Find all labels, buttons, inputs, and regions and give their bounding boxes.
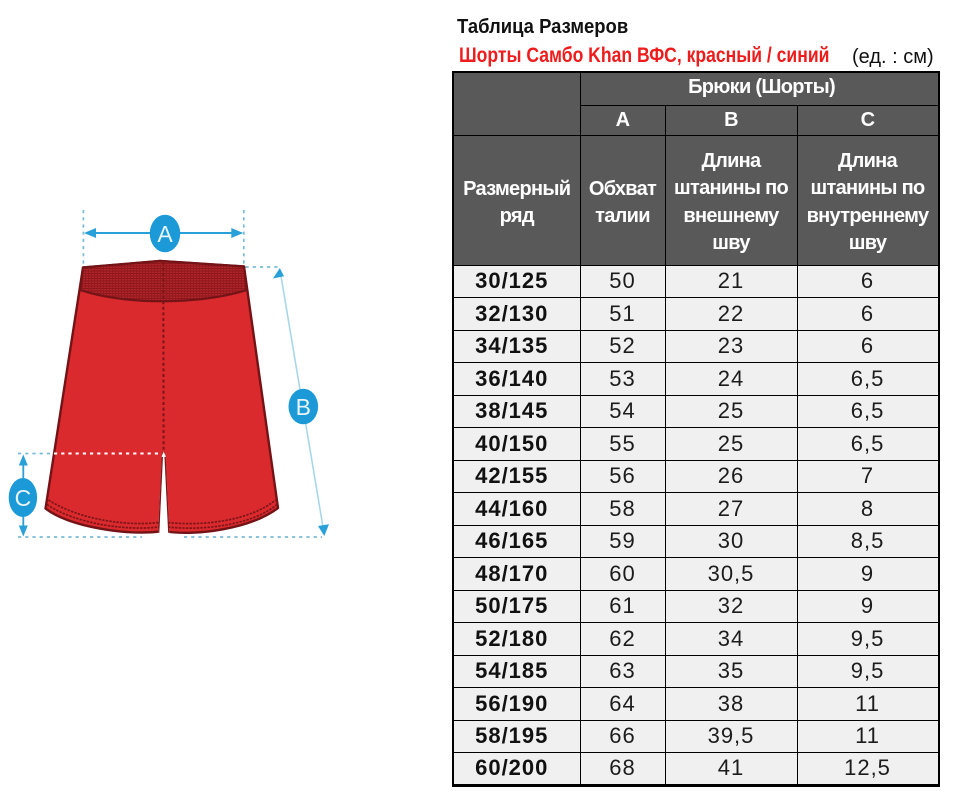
svg-text:A: A [157, 221, 173, 247]
svg-text:C: C [15, 485, 32, 511]
svg-text:B: B [296, 394, 311, 420]
